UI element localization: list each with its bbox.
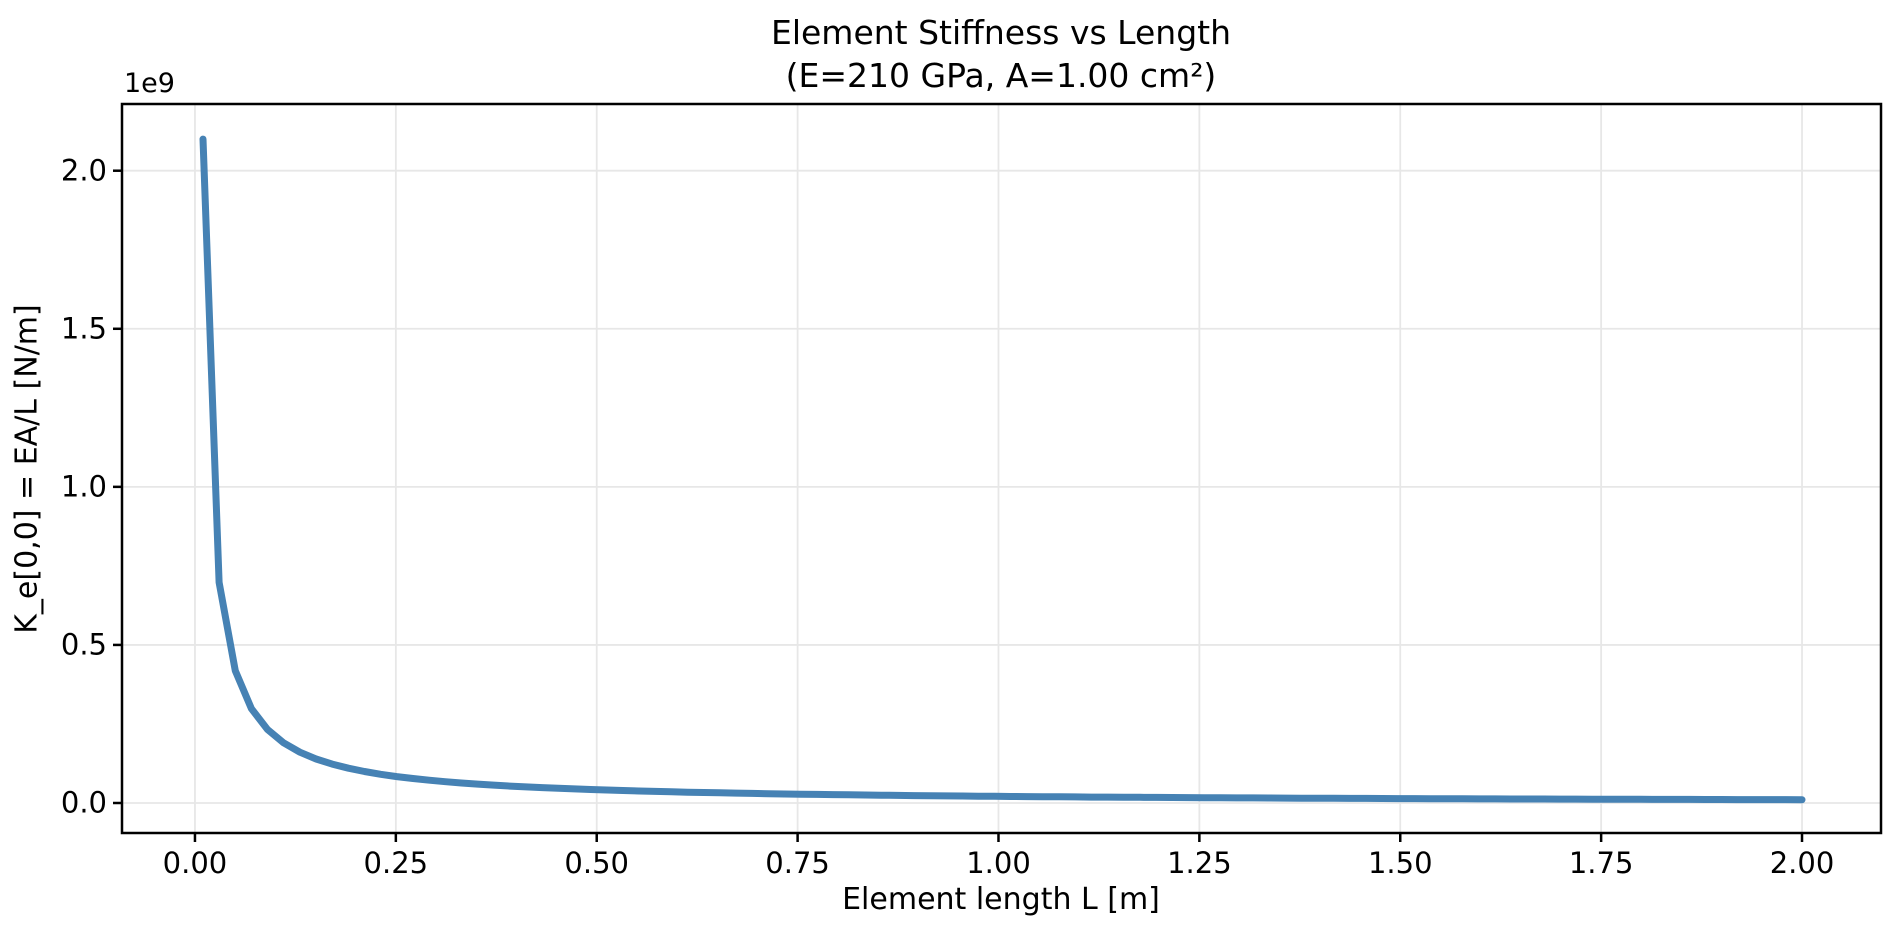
x-tick-label: 0.50 xyxy=(564,846,630,880)
y-tick-label: 0.0 xyxy=(60,785,107,820)
y-axis-offset-label: 1e9 xyxy=(124,68,175,99)
x-tick-label: 1.50 xyxy=(1367,846,1433,880)
y-tick-label: 1.0 xyxy=(60,469,107,504)
x-tick-label: 0.00 xyxy=(162,846,228,880)
axes-frame xyxy=(120,102,1883,835)
stiffness-curve xyxy=(199,135,1806,804)
chart-subtitle: (E=210 GPa, A=1.00 cm²) xyxy=(785,56,1217,95)
chart-title-block: Element Stiffness vs Length (E=210 GPa, … xyxy=(771,11,1231,97)
x-tick-label: 1.25 xyxy=(1167,846,1232,880)
y-tick-label: 0.5 xyxy=(60,627,107,662)
y-axis-label: K_e[0,0] = EA/L [N/m] xyxy=(9,304,45,634)
x-tick-label: 0.25 xyxy=(363,846,429,880)
x-tick-label: 1.75 xyxy=(1568,846,1634,880)
chart-title: Element Stiffness vs Length xyxy=(770,13,1232,52)
y-tick-label: 1.5 xyxy=(60,311,107,346)
x-tick-label: 2.00 xyxy=(1769,846,1835,880)
y-tick-label: 2.0 xyxy=(60,153,107,188)
x-tick-label: 1.00 xyxy=(966,846,1031,880)
x-axis-label: Element length L [m] xyxy=(842,882,1160,917)
x-tick-label: 0.75 xyxy=(765,846,830,880)
